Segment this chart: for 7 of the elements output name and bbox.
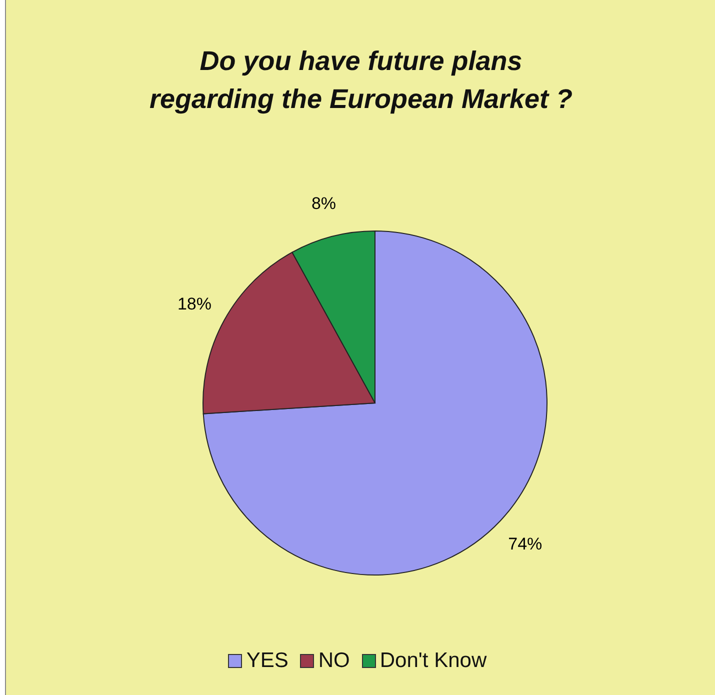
data-label: 74% — [508, 534, 542, 554]
legend-label: Don't Know — [378, 649, 487, 673]
legend-label: YES — [245, 649, 288, 673]
data-label: 18% — [177, 294, 212, 314]
legend-label: NO — [317, 649, 350, 673]
data-label: 8% — [311, 194, 336, 213]
chart-title: Do you have future plans regarding the European Market ? — [148, 45, 574, 116]
